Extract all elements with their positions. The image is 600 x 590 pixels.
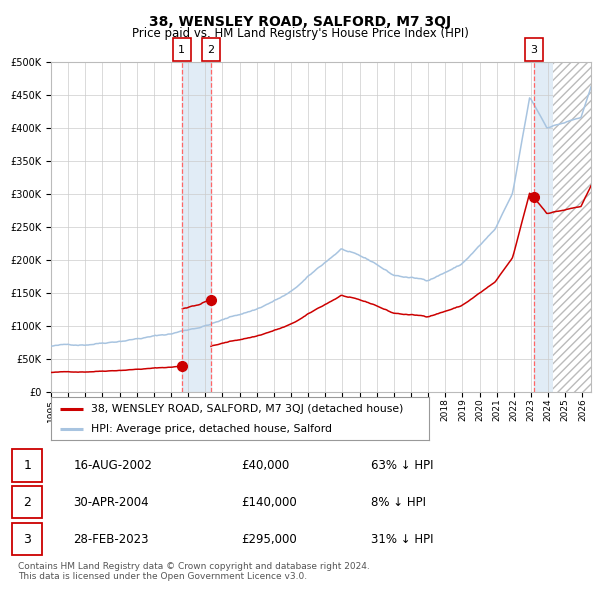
Text: Contains HM Land Registry data © Crown copyright and database right 2024.: Contains HM Land Registry data © Crown c…: [18, 562, 370, 571]
Text: 8% ↓ HPI: 8% ↓ HPI: [371, 496, 425, 509]
Bar: [534, 62, 553, 392]
Bar: [553, 62, 600, 392]
Text: 30-APR-2004: 30-APR-2004: [74, 496, 149, 509]
Text: HPI: Average price, detached house, Salford: HPI: Average price, detached house, Salf…: [91, 424, 332, 434]
Text: 31% ↓ HPI: 31% ↓ HPI: [371, 533, 433, 546]
Text: 1: 1: [23, 459, 31, 472]
Text: 38, WENSLEY ROAD, SALFORD, M7 3QJ (detached house): 38, WENSLEY ROAD, SALFORD, M7 3QJ (detac…: [91, 404, 403, 414]
Text: Price paid vs. HM Land Registry's House Price Index (HPI): Price paid vs. HM Land Registry's House …: [131, 27, 469, 40]
Text: 63% ↓ HPI: 63% ↓ HPI: [371, 459, 433, 472]
FancyBboxPatch shape: [12, 450, 43, 481]
Text: 2: 2: [208, 45, 215, 54]
Text: 28-FEB-2023: 28-FEB-2023: [74, 533, 149, 546]
Text: 2: 2: [23, 496, 31, 509]
FancyBboxPatch shape: [12, 486, 43, 519]
Text: 38, WENSLEY ROAD, SALFORD, M7 3QJ: 38, WENSLEY ROAD, SALFORD, M7 3QJ: [149, 15, 451, 29]
Text: 3: 3: [530, 45, 537, 54]
Text: £140,000: £140,000: [241, 496, 297, 509]
Text: £295,000: £295,000: [241, 533, 297, 546]
Text: 16-AUG-2002: 16-AUG-2002: [74, 459, 152, 472]
Text: This data is licensed under the Open Government Licence v3.0.: This data is licensed under the Open Gov…: [18, 572, 307, 581]
Text: 1: 1: [178, 45, 185, 54]
FancyBboxPatch shape: [12, 523, 43, 555]
Text: 3: 3: [23, 533, 31, 546]
Bar: [182, 62, 211, 392]
Text: £40,000: £40,000: [241, 459, 289, 472]
